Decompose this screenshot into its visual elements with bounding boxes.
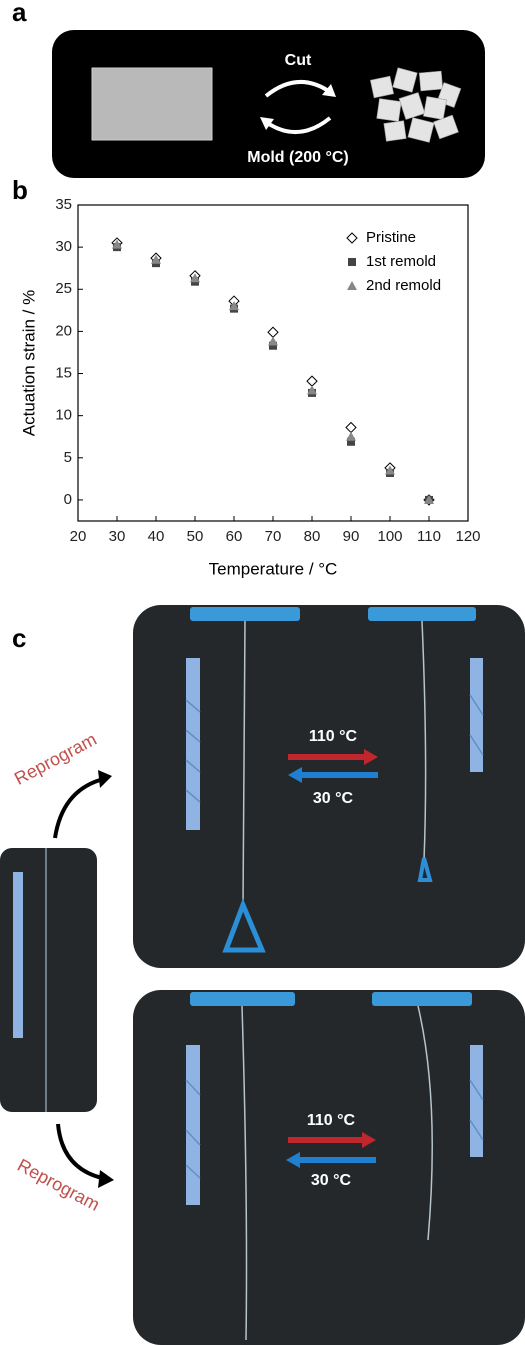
cut-label: Cut bbox=[285, 52, 312, 69]
legend-label: 1st remold bbox=[366, 253, 436, 270]
marker-triangle bbox=[151, 254, 161, 264]
reprogram-arrows bbox=[53, 778, 103, 1180]
x-tick-label: 30 bbox=[109, 528, 126, 545]
marker-triangle bbox=[268, 336, 278, 346]
y-axis-title: Actuation strain / % bbox=[19, 290, 38, 436]
marker-diamond bbox=[306, 375, 318, 387]
marker-triangle bbox=[424, 494, 434, 504]
photo-top bbox=[133, 605, 525, 968]
film-photo bbox=[91, 67, 213, 141]
y-tick-label: 30 bbox=[55, 238, 72, 255]
y-tick-label: 0 bbox=[64, 491, 72, 508]
mold-label: Mold (200 °C) bbox=[247, 149, 349, 166]
marker-triangle bbox=[346, 431, 356, 441]
reprogram-label: Reprogram bbox=[14, 1155, 103, 1215]
x-tick-label: 90 bbox=[343, 528, 360, 545]
marker-square bbox=[347, 437, 355, 446]
panel-a-background bbox=[52, 30, 485, 178]
weight-ring bbox=[417, 857, 433, 882]
marker-triangle bbox=[229, 301, 239, 311]
x-tick-label: 20 bbox=[70, 528, 87, 545]
y-tick-label: 25 bbox=[55, 280, 72, 297]
arrow-head bbox=[98, 1170, 114, 1188]
arrow-head bbox=[260, 117, 274, 130]
photo-bottom bbox=[133, 990, 525, 1345]
legend-label: 2nd remold bbox=[366, 277, 441, 294]
panel-label: b bbox=[12, 175, 28, 205]
cold-label: 30 °C bbox=[313, 790, 354, 807]
clamps bbox=[190, 607, 476, 1006]
x-tick-label: 40 bbox=[148, 528, 165, 545]
marker-diamond bbox=[267, 326, 279, 338]
panel-label: a bbox=[12, 0, 27, 27]
x-tick-label: 80 bbox=[304, 528, 321, 545]
cold-label: 30 °C bbox=[311, 1172, 352, 1189]
marker-triangle bbox=[385, 465, 395, 475]
y-tick-label: 20 bbox=[55, 322, 72, 339]
y-tick-label: 5 bbox=[64, 449, 72, 466]
photo-left bbox=[0, 848, 97, 1112]
x-tick-label: 60 bbox=[226, 528, 243, 545]
y-tick-label: 15 bbox=[55, 365, 72, 382]
x-tick-label: 70 bbox=[265, 528, 282, 545]
marker-diamond bbox=[346, 232, 358, 244]
chart: 20 30 40 50 60 70 80 90 100 110 120 0 5 10 15 20 25 30 35 T… bbox=[19, 196, 480, 579]
marker-triangle bbox=[112, 239, 122, 249]
marker-triangle bbox=[190, 273, 200, 283]
reprogram-label: Reprogram bbox=[11, 729, 100, 789]
marker-diamond bbox=[345, 421, 357, 434]
arrow-head bbox=[322, 84, 336, 97]
marker-square bbox=[269, 341, 277, 350]
weight-ring bbox=[222, 898, 266, 953]
temperature-arrows bbox=[286, 749, 378, 1168]
y-tick-label: 35 bbox=[55, 196, 72, 213]
marker-triangle bbox=[347, 281, 357, 290]
arrow-head bbox=[98, 770, 112, 788]
x-axis-title: Temperature / °C bbox=[209, 559, 338, 578]
marker-square bbox=[348, 258, 356, 266]
marker-triangle bbox=[307, 385, 317, 395]
fibers bbox=[241, 620, 433, 1341]
cycle-arrows bbox=[264, 79, 332, 135]
hot-label: 110 °C bbox=[309, 728, 358, 745]
twist-icons bbox=[186, 658, 483, 1205]
x-tick-label: 110 bbox=[417, 528, 441, 545]
legend-label: Pristine bbox=[366, 229, 416, 246]
pieces-photo bbox=[369, 67, 462, 143]
hot-label: 110 °C bbox=[307, 1112, 356, 1129]
panel-label: c bbox=[12, 623, 26, 653]
x-tick-label: 120 bbox=[455, 528, 480, 545]
x-tick-label: 100 bbox=[377, 528, 402, 545]
twist-lines bbox=[185, 694, 484, 1179]
x-tick-label: 50 bbox=[187, 528, 204, 545]
y-tick-label: 10 bbox=[55, 407, 72, 424]
strip-icon bbox=[13, 872, 23, 1038]
